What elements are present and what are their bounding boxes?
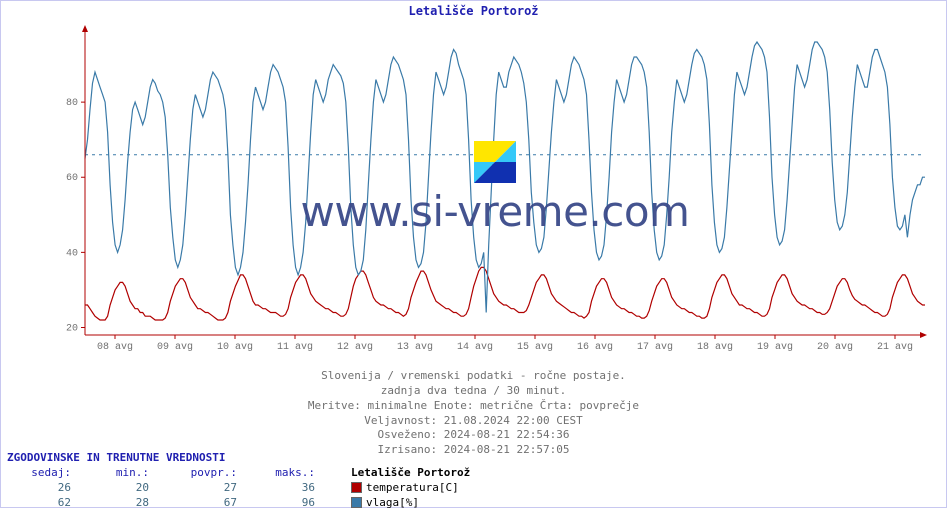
swatch-temperature xyxy=(351,482,362,493)
svg-text:11 avg: 11 avg xyxy=(277,342,313,353)
svg-text:18 avg: 18 avg xyxy=(697,342,733,353)
stats-block: ZGODOVINSKE IN TRENUTNE VREDNOSTI sedaj:… xyxy=(7,451,474,508)
stats-header: ZGODOVINSKE IN TRENUTNE VREDNOSTI xyxy=(7,451,474,466)
chart-footer: Slovenija / vremenski podatki - ročne po… xyxy=(1,369,946,458)
stats-val: 27 xyxy=(153,481,241,496)
svg-text:09 avg: 09 avg xyxy=(157,342,193,353)
stats-col: min.: xyxy=(75,466,153,481)
series-label: vlaga[%] xyxy=(347,496,474,508)
footer-line: Meritve: minimalne Enote: metrične Črta:… xyxy=(1,399,946,414)
stats-col: sedaj: xyxy=(7,466,75,481)
stats-table: sedaj: min.: povpr.: maks.: Letališče Po… xyxy=(7,466,474,508)
stats-val: 20 xyxy=(75,481,153,496)
svg-text:40: 40 xyxy=(66,248,78,259)
chart-title: Letališče Portorož xyxy=(1,4,946,18)
stats-val: 36 xyxy=(241,481,319,496)
svg-text:17 avg: 17 avg xyxy=(637,342,673,353)
svg-text:10 avg: 10 avg xyxy=(217,342,253,353)
svg-text:15 avg: 15 avg xyxy=(517,342,553,353)
svg-text:08 avg: 08 avg xyxy=(97,342,133,353)
stats-val: 26 xyxy=(7,481,75,496)
svg-text:16 avg: 16 avg xyxy=(577,342,613,353)
stats-row-temperature: 26 20 27 36 temperatura[C] xyxy=(7,481,474,496)
svg-text:14 avg: 14 avg xyxy=(457,342,493,353)
footer-line: Osveženo: 2024-08-21 22:54:36 xyxy=(1,428,946,443)
stats-col: maks.: xyxy=(241,466,319,481)
footer-line: Veljavnost: 21.08.2024 22:00 CEST xyxy=(1,414,946,429)
stats-col: povpr.: xyxy=(153,466,241,481)
stats-val: 96 xyxy=(241,496,319,508)
footer-line: Slovenija / vremenski podatki - ročne po… xyxy=(1,369,946,384)
stats-header-row: sedaj: min.: povpr.: maks.: Letališče Po… xyxy=(7,466,474,481)
svg-text:80: 80 xyxy=(66,98,78,109)
svg-text:20: 20 xyxy=(66,323,78,334)
svg-text:21 avg: 21 avg xyxy=(877,342,913,353)
stats-location: Letališče Portorož xyxy=(347,466,474,481)
line-chart: 20 40 60 80 08 avg 09 avg 10 avg 11 avg 12 avg 13… xyxy=(57,23,933,353)
stats-val: 67 xyxy=(153,496,241,508)
stats-val: 62 xyxy=(7,496,75,508)
svg-text:20 avg: 20 avg xyxy=(817,342,853,353)
swatch-humidity xyxy=(351,497,362,508)
svg-text:60: 60 xyxy=(66,173,78,184)
svg-text:13 avg: 13 avg xyxy=(397,342,433,353)
stats-val: 28 xyxy=(75,496,153,508)
series-label: temperatura[C] xyxy=(347,481,474,496)
svg-text:12 avg: 12 avg xyxy=(337,342,373,353)
stats-row-humidity: 62 28 67 96 vlaga[%] xyxy=(7,496,474,508)
svg-text:19 avg: 19 avg xyxy=(757,342,793,353)
footer-line: zadnja dva tedna / 30 minut. xyxy=(1,384,946,399)
chart-container: Letališče Portorož www.si-vreme.com 2040… xyxy=(0,0,947,508)
